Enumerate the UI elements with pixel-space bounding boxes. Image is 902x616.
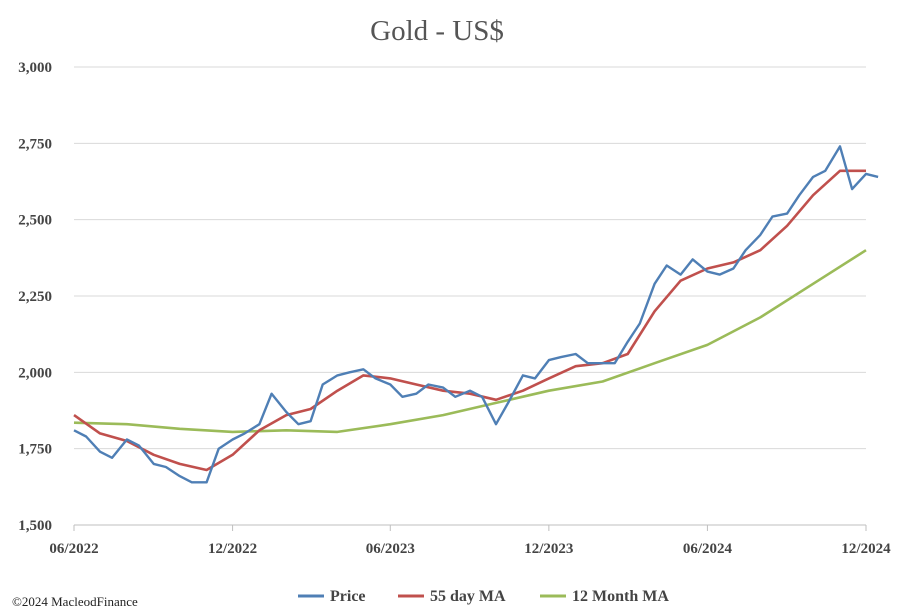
copyright-text: ©2024 MacleodFinance	[12, 594, 138, 609]
y-tick-label: 1,750	[18, 442, 52, 458]
y-tick-label: 2,750	[18, 136, 52, 152]
x-tick-label: 06/2023	[366, 541, 415, 557]
y-tick-label: 2,500	[18, 213, 52, 229]
y-tick-label: 2,250	[18, 289, 52, 305]
series-line-price	[73, 145, 879, 484]
legend-label: 55 day MA	[430, 588, 506, 605]
x-tick-label: 12/2024	[841, 541, 891, 557]
legend-label: 12 Month MA	[572, 588, 669, 605]
series-layer	[73, 145, 879, 484]
x-tick-label: 12/2022	[208, 541, 257, 557]
legend-label: Price	[330, 588, 366, 605]
x-tick-label: 06/2022	[49, 541, 98, 557]
grid-layer	[74, 66, 866, 526]
y-tick-label: 3,000	[18, 60, 52, 76]
x-tick-label: 12/2023	[524, 541, 573, 557]
x-tick-label: 06/2024	[683, 541, 733, 557]
series-line-12-month-ma	[73, 249, 867, 434]
axis-layer: 1,500 1,750 2,000 2,250 2,500 2,750 3,000 06/20…	[18, 60, 891, 557]
chart-title: Gold - US$	[370, 15, 504, 47]
legend: Price 55 day MA 12 Month MA	[298, 588, 669, 605]
y-tick-label: 2,000	[18, 365, 52, 381]
series-line-55-day-ma	[73, 169, 866, 472]
y-tick-label: 1,500	[18, 518, 52, 534]
